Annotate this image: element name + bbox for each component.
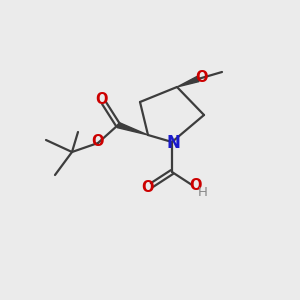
Text: O: O bbox=[141, 181, 153, 196]
Text: H: H bbox=[198, 187, 208, 200]
Text: O: O bbox=[189, 178, 201, 194]
Polygon shape bbox=[117, 122, 148, 135]
Text: O: O bbox=[92, 134, 104, 149]
Text: N: N bbox=[166, 134, 180, 152]
Polygon shape bbox=[177, 76, 199, 87]
Text: O: O bbox=[95, 92, 107, 106]
Text: O: O bbox=[196, 70, 208, 86]
